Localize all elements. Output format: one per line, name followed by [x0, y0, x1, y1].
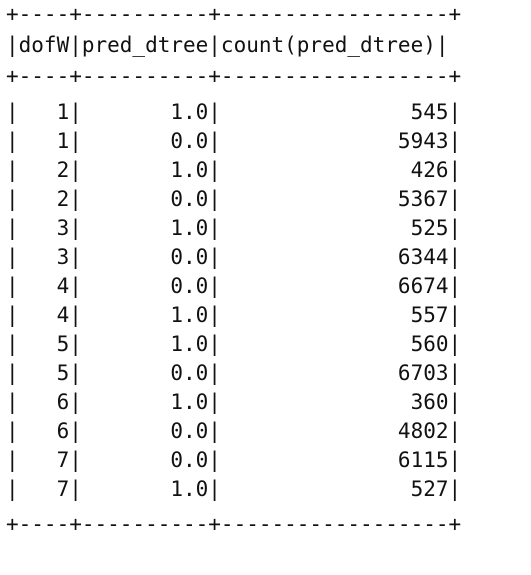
table-row: | 6| 0.0| 4802|: [6, 417, 461, 446]
table-row: | 5| 1.0| 560|: [6, 330, 461, 359]
table-border-bottom: +----+----------+------------------+: [6, 510, 461, 539]
table-header-row: |dofW|pred_dtree|count(pred_dtree)|: [6, 31, 449, 60]
table-row: | 3| 1.0| 525|: [6, 214, 461, 243]
table-row: | 1| 1.0| 545|: [6, 98, 461, 127]
table-row: | 4| 0.0| 6674|: [6, 272, 461, 301]
table-row: | 4| 1.0| 557|: [6, 301, 461, 330]
table-row: | 1| 0.0| 5943|: [6, 127, 461, 156]
table-row: | 7| 1.0| 527|: [6, 475, 461, 504]
table-row: | 7| 0.0| 6115|: [6, 446, 461, 475]
table-row: | 5| 0.0| 6703|: [6, 359, 461, 388]
table-row: | 2| 0.0| 5367|: [6, 185, 461, 214]
table-row: | 6| 1.0| 360|: [6, 388, 461, 417]
table-row: | 2| 1.0| 426|: [6, 156, 461, 185]
table-border-middle: +----+----------+------------------+: [6, 62, 461, 91]
table-border-top: +----+----------+------------------+: [6, 0, 461, 29]
table-row: | 3| 0.0| 6344|: [6, 243, 461, 272]
